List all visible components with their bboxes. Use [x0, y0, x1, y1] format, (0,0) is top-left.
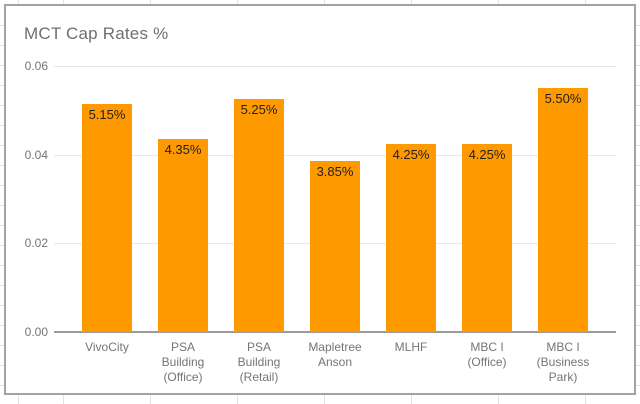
bar-value-label: 4.35%: [164, 142, 202, 158]
x-axis-label: PSA Building (Office): [161, 340, 205, 384]
chart-card[interactable]: MCT Cap Rates % 0.00 0.02 0.04 0.06 5.15% Viv…: [4, 4, 636, 395]
bar-1[interactable]: [158, 139, 208, 332]
bar-4[interactable]: [386, 143, 436, 332]
bar-6[interactable]: [538, 88, 588, 332]
y-gridline: [54, 154, 616, 156]
bar-value-label: 3.85%: [316, 164, 354, 180]
y-axis-tick-label: 0.06: [24, 59, 48, 73]
bar-value-label: 5.50%: [544, 91, 582, 107]
x-axis-baseline: [54, 331, 616, 333]
chart-plot-area: MCT Cap Rates % 0.00 0.02 0.04 0.06 5.15% Viv…: [6, 6, 634, 393]
y-axis-tick-label: 0.00: [24, 325, 48, 339]
bar-value-label: 5.15%: [88, 106, 126, 122]
bar-value-label: 5.25%: [240, 102, 278, 118]
chart-title: MCT Cap Rates %: [24, 24, 169, 43]
x-axis-label: PSA Building (Retail): [237, 340, 281, 384]
bar-2[interactable]: [234, 99, 284, 332]
y-axis-tick-label: 0.02: [24, 236, 48, 251]
x-axis-label: VivoCity: [85, 340, 129, 354]
bar-value-label: 4.25%: [392, 146, 430, 162]
x-axis-label: MLHF: [394, 340, 428, 354]
y-axis-tick-label: 0.04: [24, 147, 48, 162]
x-axis-label: MBC I (Business Park): [536, 340, 590, 384]
x-axis-label: MBC I (Office): [467, 340, 507, 369]
bar-0[interactable]: [82, 103, 132, 332]
bar-3[interactable]: [310, 161, 360, 332]
x-axis-label: Mapletree Anson: [308, 340, 362, 369]
y-gridline: [54, 66, 616, 67]
bar-5[interactable]: [462, 143, 512, 332]
bar-value-label: 4.25%: [468, 146, 506, 162]
